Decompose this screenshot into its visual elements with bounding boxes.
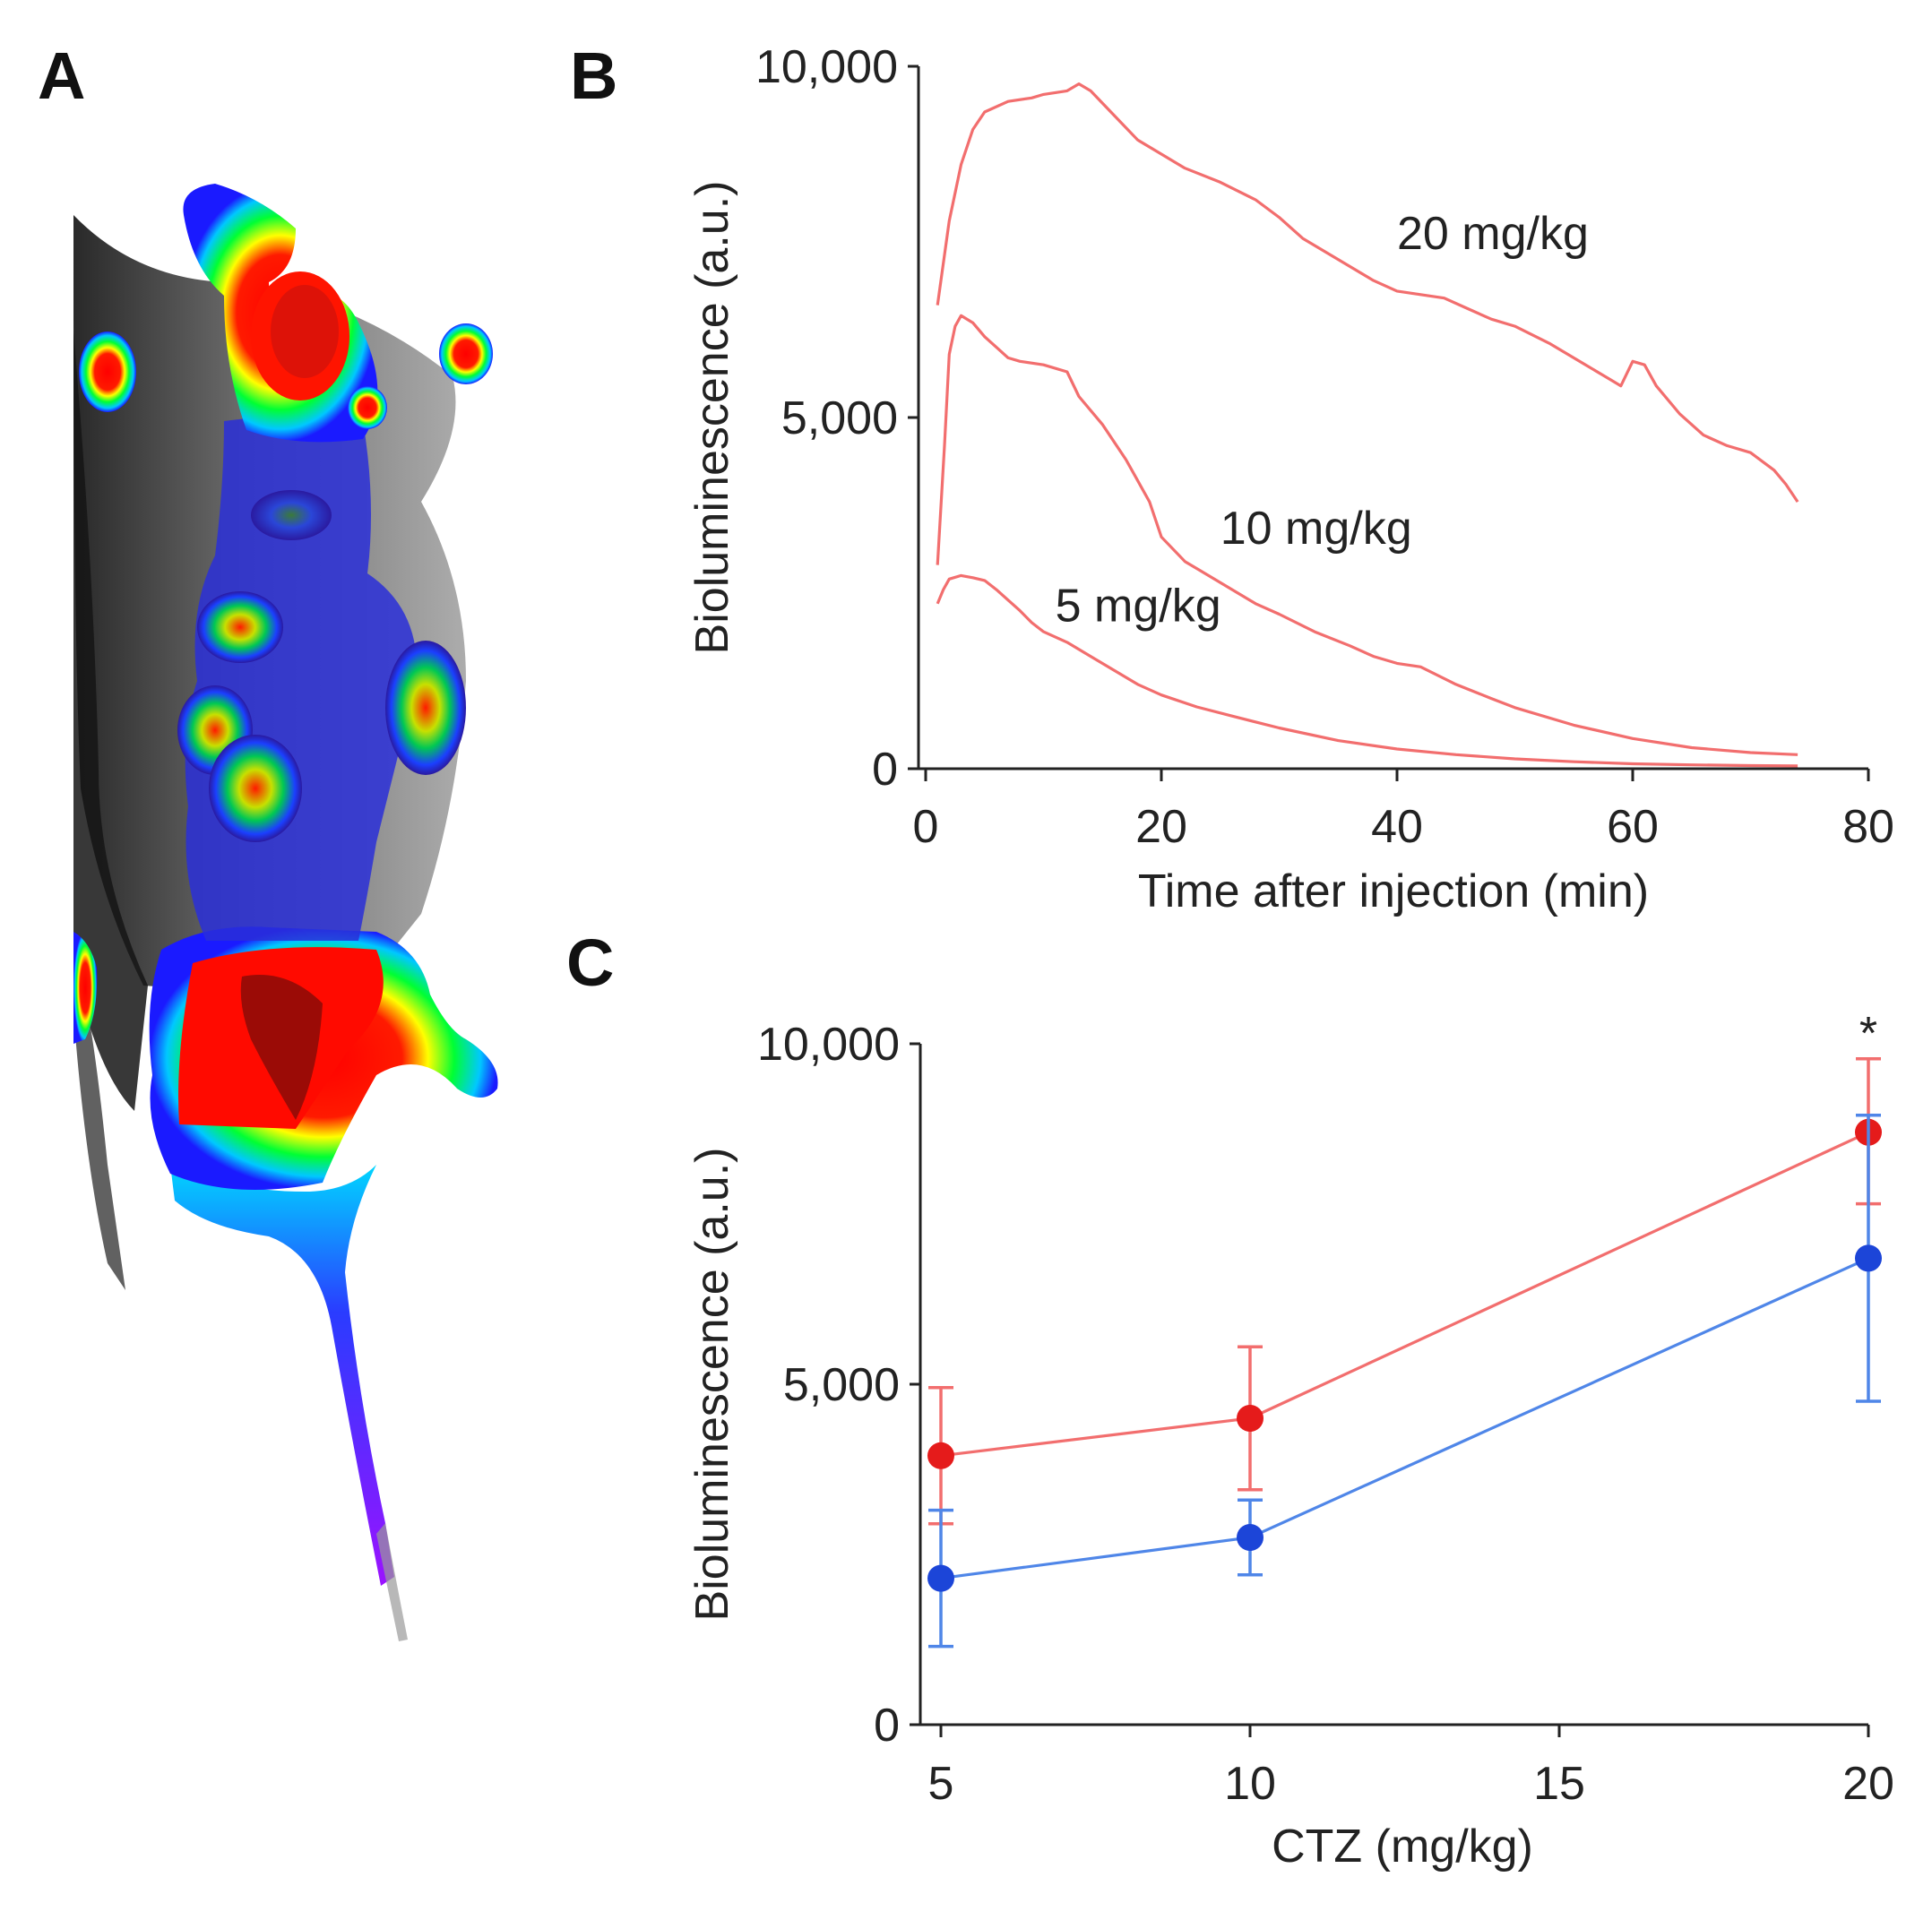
series-line-10-mg-kg <box>936 314 1798 756</box>
panel-c-x-tick-label: 10 <box>1224 1758 1276 1810</box>
spine-spot-lower <box>209 735 302 842</box>
panel-b-x-tick-label: 40 <box>1371 801 1423 853</box>
panel-c-x-tick-label: 20 <box>1842 1758 1894 1810</box>
panel-c-x-tick-label: 15 <box>1533 1758 1585 1810</box>
series-label-10-mg-kg: 10 mg/kg <box>1220 503 1412 555</box>
panel-c-y-tick-label: 10,000 <box>757 1019 900 1071</box>
series-line-5-mg-kg <box>936 573 1798 768</box>
panel-letter-a: A <box>38 39 85 113</box>
panel-b-x-tick-label: 80 <box>1842 801 1894 853</box>
tail-grey <box>376 1523 408 1641</box>
panel-b-x-ticks: 0 20 40 60 80 <box>913 769 1894 853</box>
series-line-red-series <box>940 1131 1869 1458</box>
panel-b-y-tick-label: 10,000 <box>755 41 898 93</box>
data-point-blue-series <box>1237 1524 1264 1551</box>
panel-b-x-tick-label: 0 <box>913 801 939 853</box>
hindquarter-dark-patch <box>240 975 323 1120</box>
panel-letter-c: C <box>566 926 614 1000</box>
right-forepaw-signal <box>439 323 493 384</box>
panel-c-y-tick-label: 0 <box>874 1700 900 1752</box>
data-point-red-series <box>1237 1405 1264 1432</box>
flank-spot <box>385 641 466 775</box>
left-hindpaw-signal <box>73 932 98 1044</box>
panel-letter-b: B <box>570 39 617 113</box>
panel-c-y-ticks: 0 5,000 10,000 <box>757 1019 920 1752</box>
panel-b-x-tick-label: 20 <box>1135 801 1187 853</box>
series-label-20-mg-kg: 20 mg/kg <box>1397 208 1589 260</box>
series-line-blue-series <box>940 1256 1869 1580</box>
panel-b-x-axis-title: Time after injection (min) <box>1138 865 1649 917</box>
panel-c-axes <box>919 1044 1868 1726</box>
panel-c-x-tick-label: 5 <box>928 1758 954 1810</box>
panel-b-chart: 0 5,000 10,000 0 20 40 60 80 20 mg/kg 10 mg/kg 5… <box>686 41 1894 917</box>
panel-b-x-tick-label: 60 <box>1607 801 1659 853</box>
panel-c-chart: 0 5,000 10,000 5 10 15 20 CTZ (mg/kg) Biolumi… <box>686 1008 1894 1873</box>
data-point-red-series <box>927 1442 954 1469</box>
series-label-5-mg-kg: 5 mg/kg <box>1056 580 1221 632</box>
left-forepaw-signal <box>79 331 136 412</box>
panel-c-x-axis-title: CTZ (mg/kg) <box>1272 1821 1533 1873</box>
panel-c-x-ticks: 5 10 15 20 <box>928 1725 1894 1810</box>
panel-b-y-axis-title: Bioluminescence (a.u.) <box>686 181 738 655</box>
data-point-blue-series <box>1855 1244 1882 1272</box>
panel-c-series <box>927 1056 1882 1649</box>
panel-b-series: 20 mg/kg 10 mg/kg 5 mg/kg <box>936 82 1799 768</box>
tail-signal <box>170 1165 394 1586</box>
mouse-flank-dark <box>73 331 148 1111</box>
panel-c-y-axis-title: Bioluminescence (a.u.) <box>686 1148 738 1622</box>
head-hotspot-shade <box>271 285 339 378</box>
spine-spot-faint <box>251 490 332 540</box>
significance-asterisk: * <box>1859 1008 1877 1060</box>
mouse-hindleg-left <box>73 1012 125 1290</box>
data-point-blue-series <box>927 1564 954 1592</box>
ear-hotspot <box>348 386 387 429</box>
panel-b-y-ticks: 0 5,000 10,000 <box>755 41 919 796</box>
panel-c-y-tick-label: 5,000 <box>783 1359 900 1411</box>
mouse-bioluminescence-image <box>73 184 498 1641</box>
series-line-20-mg-kg <box>936 82 1799 503</box>
spine-spot-upper <box>197 591 283 663</box>
panel-b-y-tick-label: 5,000 <box>781 392 898 444</box>
panel-b-y-tick-label: 0 <box>872 744 898 796</box>
